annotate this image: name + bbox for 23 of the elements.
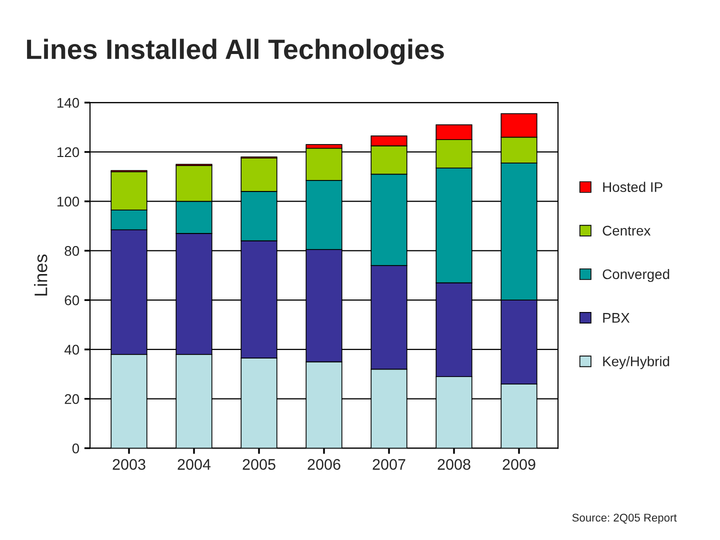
legend-label: Hosted IP [603,182,662,192]
y-tick-label: 60 [64,295,80,306]
y-axis-title: Lines [34,254,48,296]
y-tick-label: 120 [57,147,80,158]
legend-label: Key/Hybrid [603,356,670,370]
x-tick-label: 2007 [372,459,406,470]
x-tick-label: 2004 [178,459,211,470]
y-tick-label: 20 [64,394,80,404]
y-tick-label: 0 [72,444,80,454]
legend-label: Converged [602,268,670,282]
legend-label: Centrex [602,226,651,236]
y-tick-label: 40 [64,344,80,355]
legend-label: PBX [603,313,630,323]
x-tick-label: 2003 [112,459,146,470]
x-tick-label: 2005 [242,459,276,470]
x-tick-label: 2006 [308,459,340,470]
y-tick-label: 140 [57,98,80,108]
source-note: Source: 2Q05 Report [572,514,677,524]
x-tick-label: 2008 [438,459,470,470]
y-tick-label: 80 [64,246,80,256]
y-tick-label: 100 [57,196,80,207]
x-tick-label: 2009 [502,459,536,470]
chart-title: Lines Installed All Technologies [27,38,444,65]
